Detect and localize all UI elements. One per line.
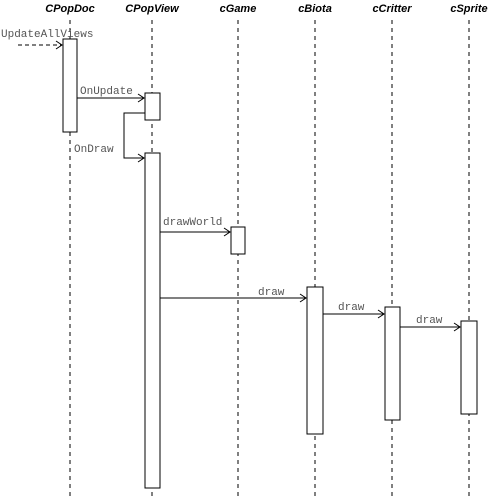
message-arrowhead-draw-biota	[299, 293, 307, 303]
lifeline-header-csprite: cSprite	[450, 3, 487, 15]
message-label-draw-critter: draw	[338, 302, 365, 314]
lifeline-header-cgame: cGame	[220, 3, 257, 15]
message-label-on-update: OnUpdate	[80, 86, 133, 98]
lifeline-header-cpopview: CPopView	[125, 3, 180, 15]
activation-cpopdoc	[62, 38, 78, 133]
activation-cbiota	[306, 286, 324, 435]
message-arrowhead-draw-sprite	[453, 322, 461, 332]
lifeline-header-cpopdoc: CPopDoc	[45, 3, 95, 15]
message-label-draw-sprite: draw	[416, 315, 443, 327]
activation-cgame	[230, 226, 246, 255]
activation-ccritter	[384, 306, 401, 421]
message-arrowhead-draw-world	[223, 227, 231, 237]
message-arrowhead-draw-critter	[377, 309, 385, 319]
lifeline-header-ccritter: cCritter	[372, 3, 412, 15]
message-label-update-all-views: UpdateAllViews	[1, 29, 93, 41]
message-label-on-draw: OnDraw	[74, 144, 114, 156]
activation-cpopview-ondraw	[144, 152, 161, 489]
message-label-draw-world: drawWorld	[163, 217, 222, 229]
message-arrowhead-update-all-views	[55, 40, 63, 50]
message-arrowhead-on-draw	[137, 153, 145, 163]
activation-csprite	[460, 320, 478, 415]
message-line-on-draw	[123, 112, 145, 159]
activation-cpopview-onupdate	[144, 92, 161, 121]
lifeline-header-cbiota: cBiota	[298, 3, 332, 15]
message-arrowhead-on-update	[137, 93, 145, 103]
message-label-draw-biota: draw	[258, 287, 285, 299]
